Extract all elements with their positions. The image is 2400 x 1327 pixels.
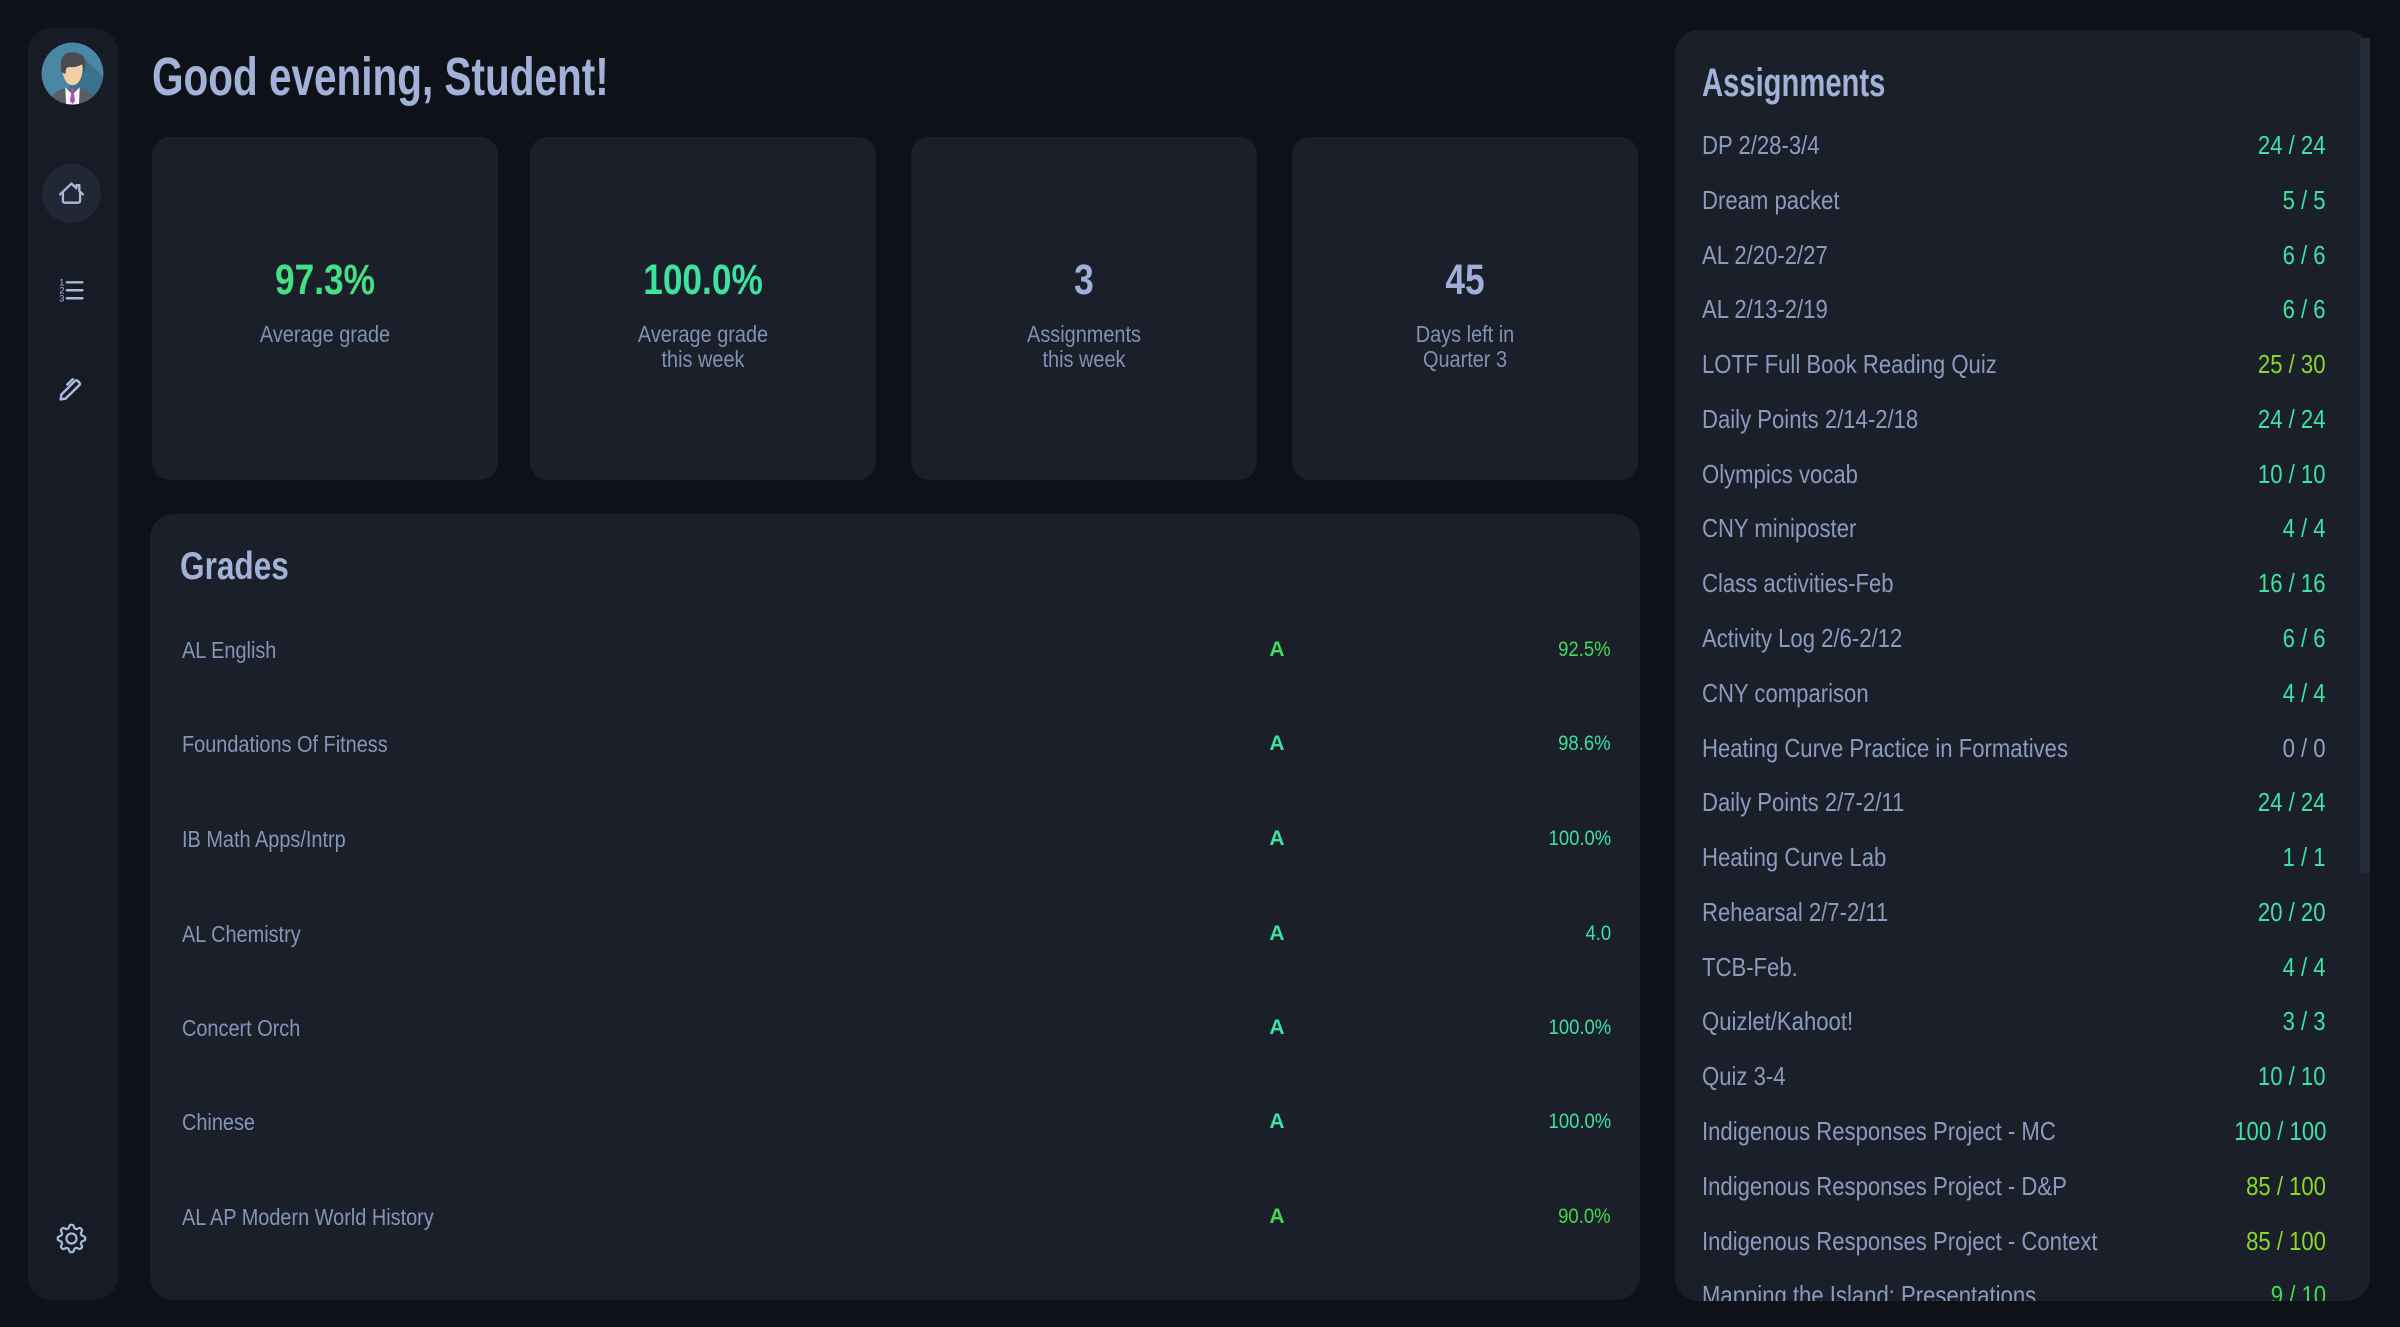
svg-text:3: 3 bbox=[59, 293, 64, 303]
svg-text:1: 1 bbox=[59, 277, 64, 287]
svg-text:2: 2 bbox=[59, 285, 64, 295]
